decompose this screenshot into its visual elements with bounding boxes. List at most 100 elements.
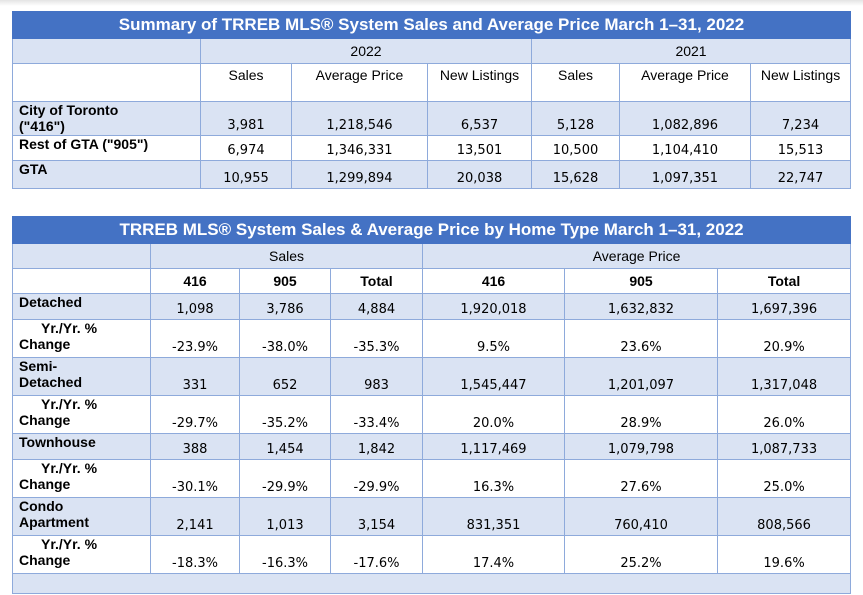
col-header-416-price: 416 [422, 268, 565, 294]
table-row: Semi- Detached 331 652 983 1,545,447 1,20… [12, 357, 852, 396]
row-label-line: Yr./Yr. % [41, 536, 98, 553]
cell: 331 [150, 357, 240, 396]
cell: -33.4% [330, 395, 423, 434]
row-label: Semi- Detached [12, 357, 151, 396]
row-label: Condo Apartment [12, 497, 151, 536]
year-header-2022: 2022 [200, 38, 532, 64]
cell: 1,098 [150, 293, 240, 320]
row-label-line: Change [19, 476, 71, 492]
row-label-line: Detached [19, 374, 83, 390]
cell: 20,038 [427, 160, 532, 189]
row-label: Yr./Yr. % Change [12, 459, 151, 498]
cell: 23.6% [564, 319, 718, 358]
cell: 1,317,048 [716, 357, 852, 396]
cell: 20.0% [422, 395, 565, 434]
cell: 1,346,331 [291, 135, 428, 161]
col-header-416-sales: 416 [150, 268, 240, 294]
cell: 10,500 [531, 135, 620, 161]
cell: 1,842 [330, 433, 423, 460]
cell: 17.4% [422, 535, 565, 574]
row-label-line: Condo [19, 498, 64, 515]
row-label-line: City of Toronto [19, 102, 119, 119]
cell: -35.3% [330, 319, 423, 358]
table-row: Townhouse 388 1,454 1,842 1,117,469 1,07… [12, 433, 852, 460]
row-label: City of Toronto ("416") [12, 101, 201, 136]
cell: 983 [330, 357, 423, 396]
cell: 5,128 [531, 101, 620, 136]
cell: 652 [239, 357, 331, 396]
cell: 1,082,896 [619, 101, 751, 136]
cell: 16.3% [422, 459, 565, 498]
cell: -35.2% [239, 395, 331, 434]
row-label-line: Yr./Yr. % [41, 460, 98, 477]
row-label: GTA [12, 160, 201, 189]
table-row: GTA 10,955 1,299,894 20,038 15,628 1,097… [12, 160, 852, 189]
row-label-line: Apartment [19, 514, 90, 530]
table-row: Condo Apartment 2,141 1,013 3,154 831,351… [12, 497, 852, 536]
cell: 10,955 [200, 160, 292, 189]
cell: 7,234 [749, 101, 852, 136]
table-row-footer [11, 573, 852, 594]
cell: 1,454 [239, 433, 331, 460]
row-label: Yr./Yr. % Change [12, 395, 151, 434]
cell: 4,884 [330, 293, 423, 320]
col-header-total-sales: Total [330, 268, 423, 294]
cell: 6,537 [427, 101, 532, 136]
cell: 1,920,018 [422, 293, 565, 320]
cell: 1,632,832 [564, 293, 718, 320]
col-header-avg-price-2022: Average Price [291, 63, 428, 102]
group-header-sales: Sales [150, 243, 423, 269]
row-label-line: Change [19, 552, 71, 568]
cell: 1,299,894 [291, 160, 428, 189]
col-header-total-price: Total [716, 268, 852, 294]
col-header-sales-2021: Sales [531, 63, 620, 102]
cell: 1,697,396 [716, 293, 852, 320]
cell: 1,097,351 [619, 160, 751, 189]
cell: 1,545,447 [422, 357, 565, 396]
cell: -30.1% [150, 459, 240, 498]
cell: 19.6% [716, 535, 852, 574]
row-label-line: Yr./Yr. % [41, 320, 98, 337]
home-type-table: TRREB MLS® System Sales & Average Price … [11, 216, 852, 594]
cell: 1,104,410 [619, 135, 751, 161]
table-row: Yr./Yr. % Change -18.3% -16.3% -17.6% 17.… [12, 535, 852, 574]
cell: -18.3% [150, 535, 240, 574]
row-label: Detached [12, 293, 151, 320]
empty-cell [12, 268, 151, 294]
table-row: Yr./Yr. % Change -23.9% -38.0% -35.3% 9.5… [12, 319, 852, 358]
cell: 27.6% [564, 459, 718, 498]
cell: 15,628 [531, 160, 620, 189]
cell: 2,141 [150, 497, 240, 536]
col-header-avg-price-2021: Average Price [619, 63, 751, 102]
col-header-text: New Listings [760, 67, 841, 83]
cell: 831,351 [422, 497, 565, 536]
cell: 6,974 [200, 135, 292, 161]
col-header-905-sales: 905 [239, 268, 331, 294]
cell: 1,087,733 [716, 433, 852, 460]
summary-title: Summary of TRREB MLS® System Sales and A… [11, 11, 852, 39]
cell: 25.0% [716, 459, 852, 498]
empty-cell [12, 63, 201, 102]
cell: 388 [150, 433, 240, 460]
cell: -16.3% [239, 535, 331, 574]
cell: -23.9% [150, 319, 240, 358]
cell: 20.9% [716, 319, 852, 358]
row-label: Townhouse [12, 433, 151, 460]
col-header-905-price: 905 [564, 268, 718, 294]
cell: 3,786 [239, 293, 331, 320]
top-shadow [0, 0, 863, 6]
home-type-title: TRREB MLS® System Sales & Average Price … [11, 216, 852, 244]
cell: 760,410 [564, 497, 718, 536]
row-label-line: Change [19, 412, 71, 428]
cell: 15,513 [749, 135, 852, 161]
cell: 3,981 [200, 101, 292, 136]
row-label: Yr./Yr. % Change [12, 319, 151, 358]
col-header-new-listings-2021: New Listings [749, 63, 852, 102]
cell: 808,566 [716, 497, 852, 536]
group-header-avg-price: Average Price [421, 243, 852, 269]
cell: 22,747 [749, 160, 852, 189]
table-row: Yr./Yr. % Change -30.1% -29.9% -29.9% 16.… [12, 459, 852, 498]
table-row: Detached 1,098 3,786 4,884 1,920,018 1,6… [12, 293, 852, 320]
col-header-sales-2022: Sales [200, 63, 292, 102]
cell: -29.9% [239, 459, 331, 498]
